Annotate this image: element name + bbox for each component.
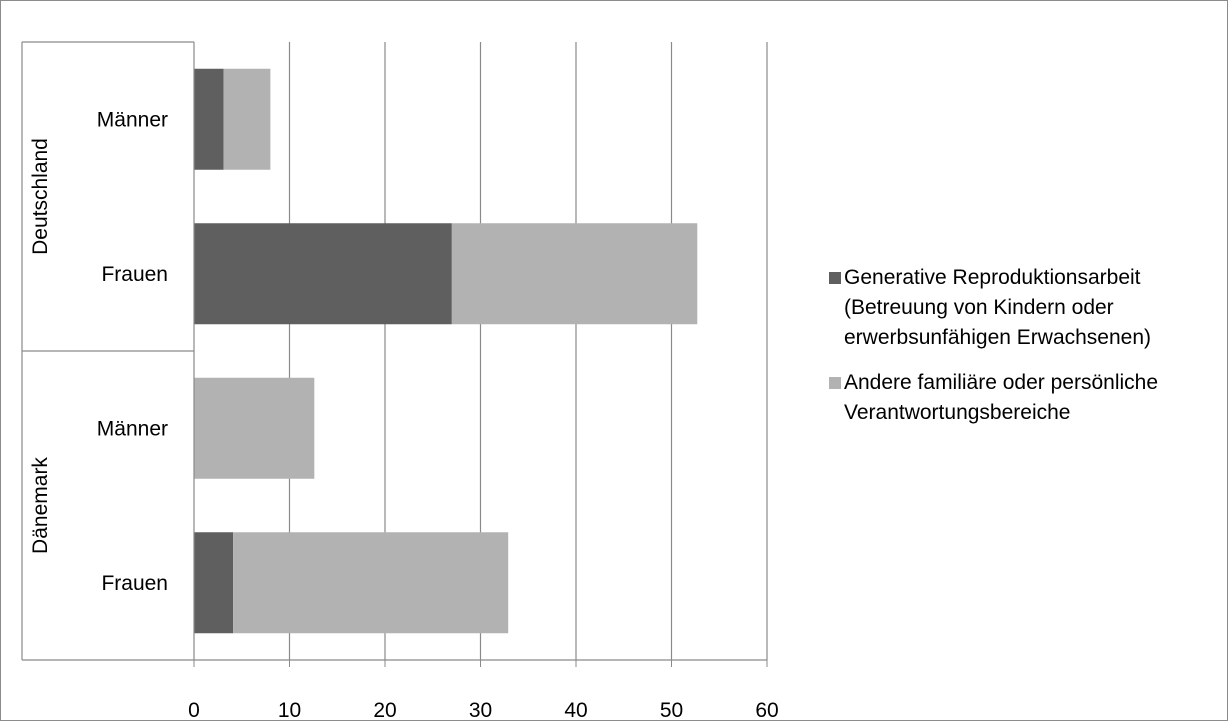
bar-segment-andere — [223, 68, 271, 170]
x-tick-label: 20 — [373, 699, 396, 722]
category-label: Frauen — [101, 572, 168, 595]
bar-segment-generative — [194, 532, 234, 634]
group-label: Deutschland — [29, 138, 52, 255]
category-label: Männer — [97, 108, 168, 131]
category-label: Frauen — [101, 263, 168, 286]
bar-segment-andere — [233, 532, 509, 634]
legend-label: Generative Reproduktionsarbeit — [844, 266, 1141, 289]
x-tick-label: 30 — [469, 699, 492, 722]
x-tick-label: 40 — [564, 699, 587, 722]
legend-label: Andere familiäre oder persönliche — [844, 371, 1158, 394]
legend-swatch — [829, 377, 841, 389]
axis-labels: 0 10 20 30 40 50 60 Männer Frauen Männer Frauen Deu… — [29, 108, 779, 722]
legend-label: erwerbsunfähigen Erwachsenen) — [844, 326, 1151, 349]
legend-swatch — [829, 272, 841, 284]
legend: Generative Reproduktionsarbeit (Betreuung… — [829, 266, 1158, 424]
bar-segment-generative — [194, 68, 224, 170]
x-tick-label: 10 — [278, 699, 301, 722]
bars — [194, 68, 698, 634]
x-tick-label: 0 — [188, 699, 200, 722]
x-tick-label: 60 — [755, 699, 778, 722]
group-label: Dänemark — [29, 457, 52, 554]
bar-segment-generative — [194, 223, 452, 325]
bar-segment-andere — [194, 377, 315, 479]
bar-segment-andere — [451, 223, 698, 325]
axes — [21, 41, 768, 667]
legend-label: Verantwortungsbereiche — [844, 401, 1070, 424]
category-label: Männer — [97, 417, 168, 440]
x-tick-label: 50 — [660, 699, 683, 722]
legend-label: (Betreuung von Kindern oder — [844, 296, 1114, 319]
